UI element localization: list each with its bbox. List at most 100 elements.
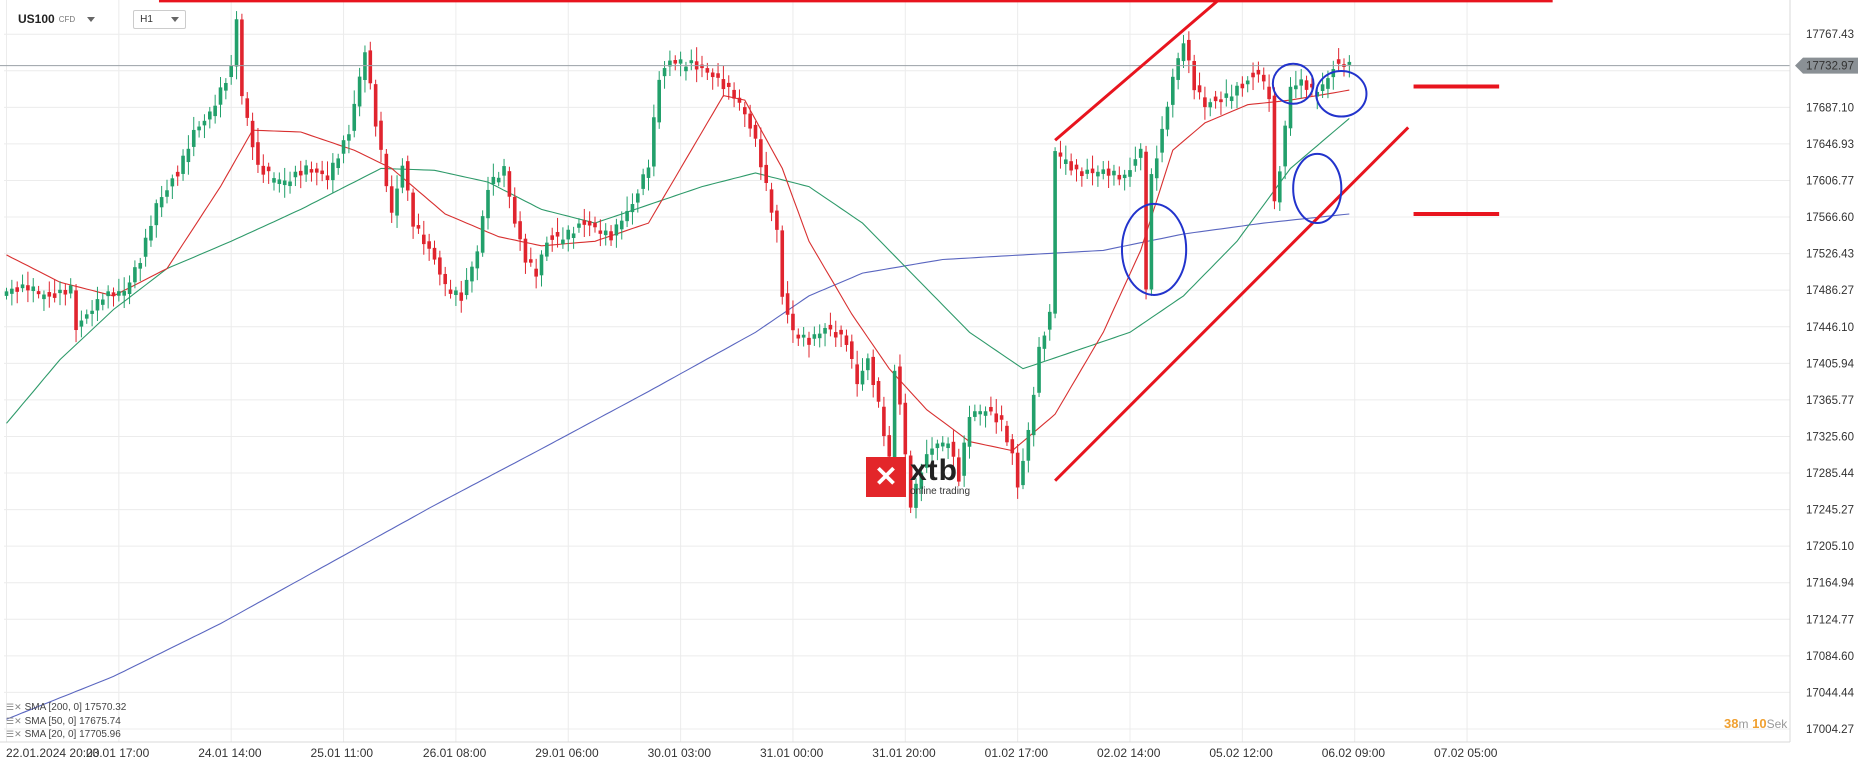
candle-body: [325, 175, 330, 181]
time-tick-label: 25.01 11:00: [311, 746, 374, 760]
candle-body: [304, 165, 308, 175]
candle-body: [529, 259, 533, 263]
candle-body: [416, 225, 421, 229]
channel-lower-line: [1054, 126, 1410, 482]
candle-body: [208, 111, 212, 120]
candle-body: [919, 472, 924, 489]
candle-body: [609, 231, 613, 241]
candle-body: [1074, 164, 1079, 170]
candle-body: [1031, 394, 1036, 436]
candle-body: [175, 171, 180, 177]
candle-body: [1085, 169, 1089, 174]
candle-body: [1154, 158, 1159, 179]
candle-body: [191, 129, 196, 147]
candle-body: [614, 224, 619, 236]
annotations: [158, 0, 1553, 482]
candle-body: [1278, 171, 1282, 203]
highlight-ellipse: [1292, 152, 1343, 225]
candle-body: [962, 442, 966, 476]
symbol-type: CFD: [58, 14, 76, 24]
candle-body: [641, 174, 645, 189]
legend-label: SMA [50, 0] 17675.74: [24, 715, 121, 727]
candle-body: [855, 364, 859, 385]
candle-body: [277, 179, 282, 184]
chevron-down-icon: [170, 16, 179, 22]
candle-body: [860, 370, 865, 385]
symbol-name[interactable]: US100: [18, 12, 55, 26]
candle-body: [1005, 425, 1009, 443]
chart-toolbar: US100 CFD H1: [18, 8, 186, 30]
candle-body: [491, 176, 496, 185]
candle-body: [256, 142, 260, 165]
candle-body: [1213, 96, 1218, 102]
candle-body: [801, 334, 806, 338]
candle-body: [726, 82, 731, 87]
price-tick-label: 17285.44: [1806, 468, 1855, 480]
candle-body: [1010, 439, 1015, 454]
settings-icon[interactable]: ☰✕: [6, 715, 22, 726]
highlight-ellipse: [1315, 70, 1368, 118]
candle-body: [1128, 170, 1132, 177]
candle-body: [753, 124, 758, 139]
candle-body: [1144, 151, 1148, 290]
legend-item-sma20[interactable]: ☰✕ SMA [20, 0] 17705.96: [6, 728, 126, 742]
time-tick-label: 24.01 14:00: [198, 746, 262, 760]
candle-body: [1080, 171, 1084, 177]
price-tick-label: 17405.94: [1806, 358, 1855, 370]
candle-body: [1015, 452, 1020, 488]
candle-body: [1042, 335, 1047, 349]
candle-body: [791, 313, 795, 331]
candle-body: [197, 126, 201, 131]
time-tick-label: 02.02 14:00: [1097, 746, 1161, 760]
time-tick-label: 07.02 05:00: [1434, 746, 1498, 760]
settings-icon[interactable]: ☰✕: [6, 702, 22, 712]
candle-body: [400, 165, 405, 188]
candle-body: [31, 286, 36, 292]
candle-body: [373, 84, 378, 127]
candle-body: [983, 411, 988, 416]
time-tick-label: 29.01 06:00: [535, 746, 599, 760]
highlight-ellipse: [1271, 62, 1315, 105]
candle-body: [347, 134, 351, 141]
candle-body: [566, 229, 571, 240]
candle-body: [218, 87, 223, 105]
candle-body: [812, 334, 817, 339]
candle-body: [90, 310, 94, 314]
candle-body: [850, 341, 854, 359]
candle-body: [871, 356, 875, 386]
candle-body: [684, 66, 688, 72]
legend-item-sma200[interactable]: ☰✕ SMA [200, 0] 17570.32: [6, 701, 126, 715]
candle-body: [379, 120, 383, 150]
candle-body: [448, 289, 453, 294]
price-tick-label: 17084.60: [1806, 651, 1854, 663]
candle-body: [1064, 159, 1068, 165]
candle-body: [127, 282, 132, 295]
candle-body: [266, 166, 271, 172]
candle-body: [1187, 39, 1191, 61]
candle-body: [1224, 93, 1229, 98]
candle-body: [1299, 79, 1303, 86]
candle-body: [545, 242, 549, 257]
price-tick-label: 17365.77: [1806, 395, 1854, 407]
price-tick-label: 17687.10: [1806, 102, 1854, 114]
candle-body: [1053, 151, 1057, 314]
candle-body: [844, 335, 849, 345]
candle-body: [234, 19, 239, 67]
candle-body: [967, 416, 972, 447]
xtb-logo: ✕ xtb online trading: [866, 456, 970, 497]
candle-body: [1208, 102, 1213, 108]
timeframe-selector[interactable]: H1: [133, 9, 186, 29]
settings-icon[interactable]: ☰✕: [6, 729, 22, 739]
candle-body: [106, 291, 110, 297]
symbol-dropdown-icon[interactable]: [87, 16, 96, 22]
candle-body: [887, 435, 892, 457]
candle-body: [748, 113, 752, 129]
candle-body: [662, 68, 667, 77]
candle-body: [250, 120, 255, 148]
legend-item-sma50[interactable]: ☰✕ SMA [50, 0] 17675.74: [6, 715, 126, 729]
candle-body: [898, 366, 902, 405]
candle-body: [213, 105, 217, 117]
price-tick-label: 17325.60: [1806, 431, 1854, 443]
candle-body: [507, 171, 512, 197]
